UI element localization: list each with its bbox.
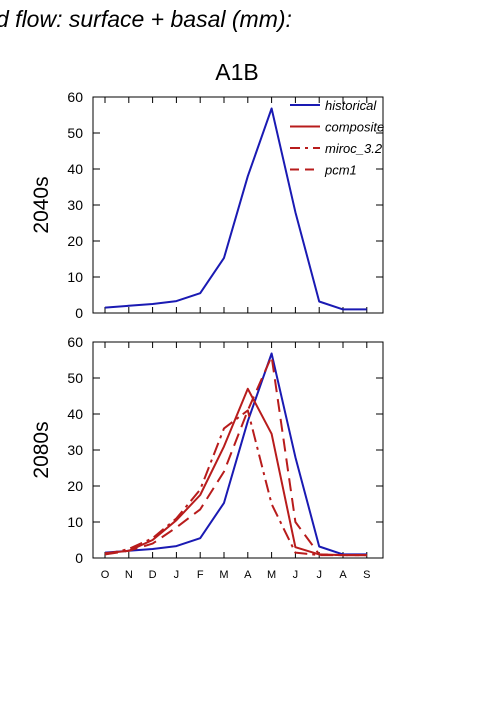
series-line-miroc-3-2 [104,409,367,557]
y-tick-label: 0 [75,550,83,566]
legend-label: miroc_3.2 [325,141,383,156]
legend-label: composite [325,120,384,135]
x-tick-label: J [316,569,322,581]
y-tick-label: 0 [75,305,83,321]
panel-2080s: 2080s 0 10 20 30 40 50 60 O N D J F M A M J J A S [30,334,384,581]
y-tick-label: 30 [67,442,83,458]
y-tick-label: 60 [67,334,83,350]
plot-frame-2080s [92,341,384,559]
series-line-historical [104,107,367,311]
legend-label: pcm1 [324,163,357,178]
y-tick-label: 10 [67,269,83,285]
x-tick-label: S [363,569,370,581]
y-axis-label-2080s: 2080s [30,421,53,478]
series-line-pcm1 [104,355,367,557]
y-tick-label: 30 [67,197,83,213]
legend-label: historical [325,98,377,113]
y-tick-label: 50 [67,370,83,386]
x-tick-label: A [244,569,252,581]
panel-2040s: 2040s 0 10 20 30 40 50 60 historical composite m… [30,89,384,321]
x-tick-label: M [219,569,228,581]
y-tick-label: 10 [67,514,83,530]
panel-title: A1B [215,59,258,85]
axis-ticks-2080s: 0 10 20 30 40 50 60 [67,334,383,566]
y-tick-label: 50 [67,125,83,141]
y-axis-label-2040s: 2040s [30,176,53,233]
y-tick-label: 60 [67,89,83,105]
y-tick-label: 20 [67,233,83,249]
axis-ticks-2040s: 0 10 20 30 40 50 60 [67,89,383,321]
x-tick-label: J [174,569,180,581]
x-tick-label: F [197,569,204,581]
x-tick-label: N [125,569,133,581]
chart-suptitle: d flow: surface + basal (mm): [0,6,292,32]
y-tick-label: 20 [67,478,83,494]
series-lines-2040s [104,107,367,311]
y-tick-label: 40 [67,161,83,177]
y-tick-label: 40 [67,406,83,422]
series-line-historical [104,352,367,556]
series-line-composite [104,387,367,557]
series-lines-2080s [104,352,367,557]
x-tick-label: D [149,569,157,581]
x-tick-label: J [293,569,299,581]
legend: historical composite miroc_3.2 pcm1 [290,98,384,178]
x-tick-label: M [267,569,276,581]
x-tick-label: A [339,569,347,581]
x-tick-label: O [101,569,110,581]
